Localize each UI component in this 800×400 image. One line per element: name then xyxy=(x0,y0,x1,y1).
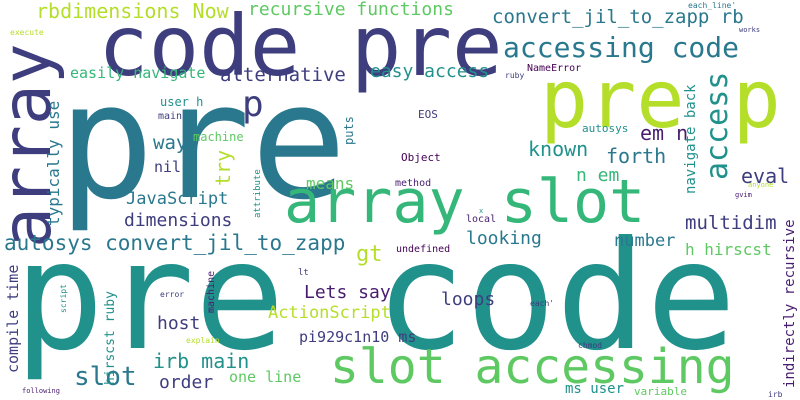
word-machine: machine xyxy=(193,130,244,144)
word-x: x xyxy=(479,207,484,215)
word-rbdimensions-now: rbdimensions Now xyxy=(36,0,229,23)
word-nameerror: NameError xyxy=(527,63,582,74)
word-autosys: autosys xyxy=(582,122,629,135)
word-means: means xyxy=(306,174,355,193)
word-user-h: user h xyxy=(160,95,204,109)
word-order: order xyxy=(159,372,214,393)
word-typically-use: typically use xyxy=(44,100,63,226)
word-looking: looking xyxy=(466,228,542,249)
word-host: host xyxy=(157,313,201,334)
word-indirectly-recursive: indirectly recursive xyxy=(782,219,798,388)
word-convert-jil-to-zapp-rb: convert_jil_to_zapp rb xyxy=(492,6,744,28)
word-easy-access: easy access xyxy=(370,61,490,82)
word-try: try xyxy=(211,149,235,186)
word-lt: lt xyxy=(298,268,309,278)
word-undefined: undefined xyxy=(396,244,451,255)
word-following: following xyxy=(22,387,60,395)
word-number: number xyxy=(614,231,676,251)
word-attribute: attribute xyxy=(253,169,263,218)
word-execute: execute xyxy=(10,28,44,37)
word-alternative: alternative xyxy=(220,64,346,86)
word-one-line: one line xyxy=(229,368,302,386)
word-anyone: anyone xyxy=(748,181,774,189)
word-known: known xyxy=(528,137,589,161)
word-local: local xyxy=(466,214,497,225)
word-array-slot: array slot xyxy=(284,167,646,237)
word-irb: irb xyxy=(768,390,783,399)
word-recursive-functions: recursive functions xyxy=(248,0,454,20)
word-slot: slot xyxy=(74,362,137,392)
word-pre-large: pre xyxy=(58,48,347,235)
word-puts: puts xyxy=(342,116,356,145)
word-error: error xyxy=(160,290,185,299)
word-compile-time: compile time xyxy=(4,264,22,373)
word-ruby: ruby xyxy=(505,71,525,80)
word-way: way xyxy=(153,132,188,154)
word-hirscst-ruby: hirscst ruby xyxy=(103,291,118,385)
word-pre-p: pre p xyxy=(540,53,781,146)
word-gvim: gvim xyxy=(735,191,752,199)
word-actionscript: ActionScript xyxy=(268,303,391,323)
word-pre-code: pre code xyxy=(14,210,737,384)
word-nil: nil xyxy=(154,158,182,176)
word-access: access xyxy=(700,71,735,180)
word-chmod: chmod xyxy=(578,341,603,350)
word-p: p xyxy=(242,84,264,125)
word-h-hirscst: h hirscst xyxy=(685,240,772,259)
word-n-em: n em xyxy=(576,165,620,186)
word-script: script xyxy=(59,284,68,313)
word-dimensions: dimensions xyxy=(124,210,233,231)
word-lets-say: Lets say xyxy=(304,282,391,303)
word-each: each' xyxy=(530,299,555,308)
word-gt: gt xyxy=(356,242,383,267)
word-works: works xyxy=(739,26,761,34)
word-explain: explain xyxy=(186,336,220,345)
word-pi929c1n10-ms: pi929c1n10 ms xyxy=(299,328,417,346)
word-eval: eval xyxy=(741,164,790,188)
word-navigate-back: navigate back xyxy=(683,84,699,194)
word-each-line: each_line' xyxy=(688,1,737,10)
word-autosys-convert: autosys convert_jil_to_zapp xyxy=(4,231,346,255)
word-ms-user: ms user xyxy=(565,381,625,397)
word-eos: EOS xyxy=(418,108,438,121)
word-variable: variable xyxy=(634,385,687,398)
word-irb-main: irb main xyxy=(153,349,250,373)
word-slot-accessing: slot accessing xyxy=(330,339,735,395)
word-javascript: JavaScript xyxy=(126,189,229,209)
word-forth: forth xyxy=(606,144,667,168)
word-em-n: em n xyxy=(640,121,689,145)
word-object: Object xyxy=(401,151,441,164)
word-machine-small: machine xyxy=(206,270,217,313)
word-code-pre: code pre xyxy=(98,0,503,95)
word-main: main xyxy=(158,111,183,122)
word-loops: loops xyxy=(441,289,496,310)
word-multidim: multidim xyxy=(685,212,777,234)
word-accessing-code: accessing code xyxy=(503,31,740,64)
word-method: method xyxy=(395,178,432,189)
word-easily-navigate: easily navigate xyxy=(70,64,206,82)
